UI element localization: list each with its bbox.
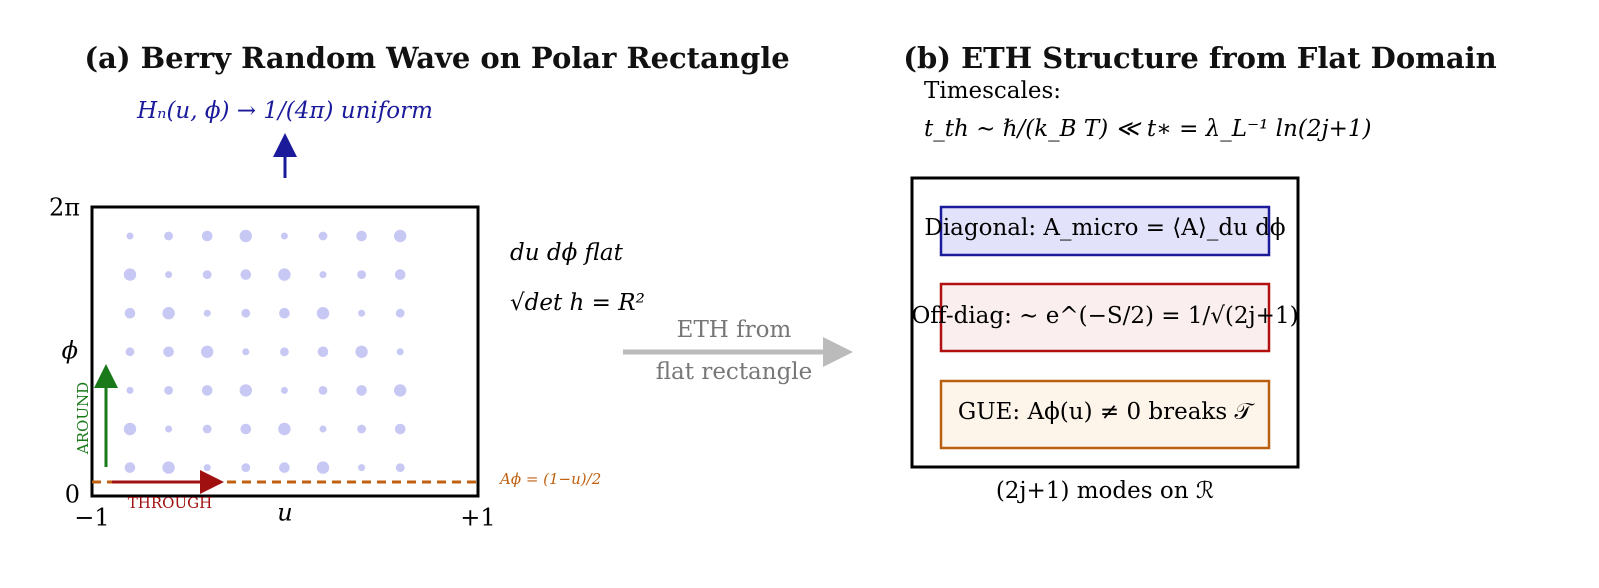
dot [241,308,251,318]
arrow-label: flat rectangle [656,359,813,385]
x-label: u [277,499,292,527]
gue-box [939,379,1271,450]
dot [318,231,328,241]
dot [358,309,366,317]
dot [396,348,404,356]
dot [395,308,405,318]
timescales-heading: Timescales: [924,78,1061,104]
dot [203,464,211,472]
y-label: 0 [65,481,80,509]
measure-label: du dϕ flat [510,240,624,266]
dot [317,346,329,358]
dot [239,384,252,397]
panel-b-title: (b) ETH Structure from Flat Domain [903,41,1497,75]
dot [279,307,290,319]
caption: (2j+1) modes on ℛ [996,478,1214,504]
dot [164,386,174,395]
dot [280,347,289,357]
box-label: Diagonal: A_micro = ⟨A⟩_du dϕ [924,215,1285,241]
dot [279,462,290,473]
dot [126,232,134,240]
dot [162,461,175,474]
dot [123,422,137,436]
y-label: ϕ [62,337,78,365]
dot [355,345,368,358]
panel-a-title: (a) Berry Random Wave on Polar Rectangle [84,41,789,75]
dot [394,269,406,280]
through-label: THROUGH [128,494,212,512]
gauge-label: Aϕ = (1−u)/2 [498,470,601,488]
dot [162,307,175,320]
dot [319,425,327,433]
dot [240,423,252,435]
dot [318,386,328,395]
dot [124,307,136,319]
dot [240,269,252,280]
dot [164,231,174,241]
dot [316,307,330,320]
timescales: t_th ∼ ℏ/(k_B T) ≪ t∗ = λ_L⁻¹ ln(2j+1) [924,116,1371,142]
det-label: √det h = R² [510,290,645,316]
dot [394,229,407,243]
dot [358,464,366,472]
box-label: GUE: Aϕ(u) ≠ 0 breaks 𝒯 [958,399,1256,425]
dot [395,463,405,472]
y-label: 2π [49,194,80,222]
dot [202,424,212,434]
dot [239,229,252,243]
dot [201,345,214,358]
dot [394,423,406,435]
x-label: +1 [460,504,495,532]
dot [123,268,137,281]
dot [163,346,174,358]
dot [357,424,366,434]
x-label: −1 [74,504,109,532]
dot [242,348,250,356]
box-label: Off-diag: ∼ e^(−S/2) = 1/√(2j+1) [911,303,1298,329]
dot [319,271,327,279]
dot [241,463,251,472]
dot [203,309,211,317]
dot [165,271,173,279]
dot [357,270,366,279]
dot [201,230,213,242]
dot [201,385,213,396]
top-label: Hₙ(u, ϕ) → 1/(4π) uniform [136,98,433,124]
dot [125,347,135,357]
dot [126,386,134,394]
dot [124,462,136,473]
dot [394,384,407,397]
rectangle [90,205,480,498]
dot [356,385,367,396]
dot [278,422,291,436]
around-label: AROUND [74,382,92,455]
offdiag-box [939,282,1271,353]
dot [280,386,288,394]
dot [356,230,367,242]
dots [123,229,407,474]
dot [280,232,288,240]
dot [316,461,330,474]
dot [165,425,173,433]
arrow-label: ETH from [677,317,792,343]
dot [278,268,291,281]
diagonal-box [939,205,1271,257]
dot [202,270,212,279]
outer-box [910,176,1300,469]
